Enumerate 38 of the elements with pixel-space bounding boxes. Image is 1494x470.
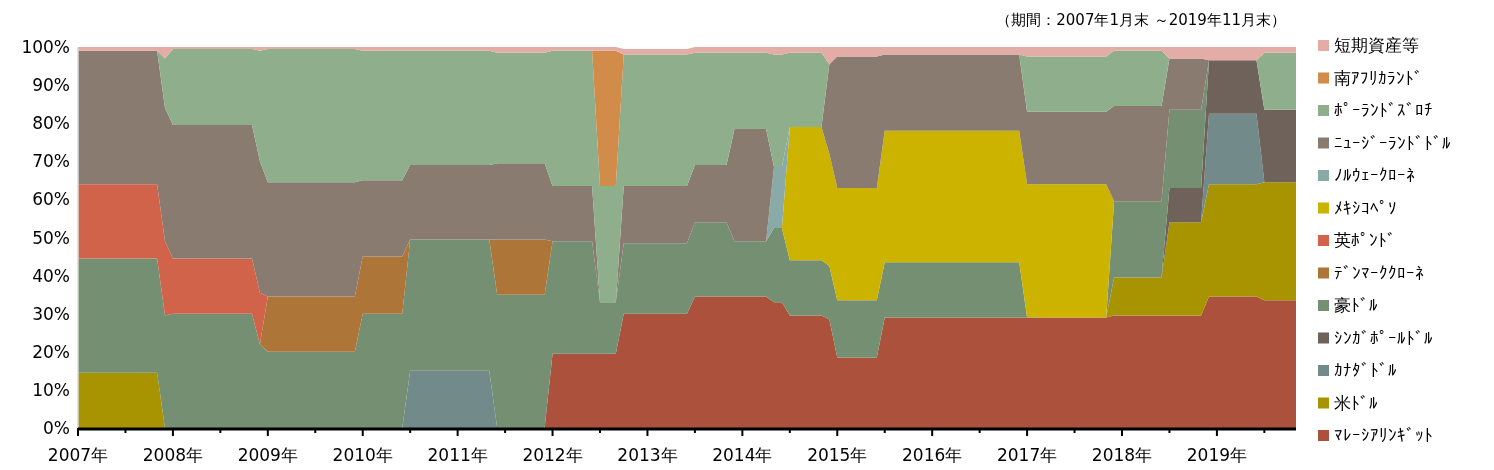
x-tick-label: 2015年 — [807, 445, 868, 465]
legend-label: ﾎﾟｰﾗﾝﾄﾞｽﾞﾛﾁ — [1334, 100, 1433, 120]
x-tick-label: 2019年 — [1186, 445, 1248, 465]
legend-label: 米ﾄﾞﾙ — [1334, 392, 1378, 413]
y-tick-label: 100% — [21, 37, 70, 57]
legend-label: ﾏﾚｰｼｱﾘﾝｷﾞｯﾄ — [1334, 425, 1433, 445]
legend-label: ｶﾅﾀﾞﾄﾞﾙ — [1334, 360, 1397, 380]
x-tick-label: 2010年 — [332, 445, 393, 465]
x-tick-label: 2013年 — [617, 445, 678, 465]
x-tick-label: 2018年 — [1091, 445, 1153, 465]
x-tick-label: 2016年 — [902, 445, 963, 465]
x-tick-label: 2017年 — [996, 445, 1058, 465]
y-tick-label: 0% — [43, 418, 70, 438]
x-tick-label: 2014年 — [712, 445, 773, 465]
y-tick-label: 30% — [32, 303, 70, 324]
legend-label: ﾆｭｰｼﾞｰﾗﾝﾄﾞﾄﾞﾙ — [1334, 132, 1451, 153]
legend-label: 南ｱﾌﾘｶﾗﾝﾄﾞ — [1334, 67, 1423, 88]
text: （期間：2007年1月末 ～2019年11月末） — [996, 11, 1286, 29]
legend-label: ﾉﾙｳｪｰｸﾛｰﾈ — [1334, 165, 1415, 185]
legend-label: ﾃﾞﾝﾏｰｸｸﾛｰﾈ — [1334, 262, 1424, 283]
legend-label: 英ﾎﾟﾝﾄﾞ — [1334, 230, 1396, 250]
x-tick-label: 2007年 — [47, 445, 109, 465]
y-tick-label: 70% — [32, 151, 70, 172]
x-tick-label: 2008年 — [142, 445, 204, 465]
legend-label: 短期資産等 — [1334, 35, 1419, 55]
y-tick-label: 60% — [32, 189, 70, 210]
y-tick-label: 40% — [32, 265, 70, 286]
legend-label: ﾒｷｼｺﾍﾟｿ — [1334, 197, 1397, 218]
y-tick-label: 80% — [32, 113, 70, 134]
y-tick-label: 20% — [32, 341, 70, 362]
y-tick-label: 50% — [32, 227, 70, 248]
legend-label: 豪ﾄﾞﾙ — [1334, 295, 1378, 315]
x-tick-label: 2009年 — [237, 445, 298, 465]
x-tick-label: 2011年 — [427, 445, 488, 465]
legend-label: ｼﾝｶﾞﾎﾟｰﾙﾄﾞﾙ — [1334, 327, 1433, 348]
x-tick-label: 2012年 — [522, 445, 583, 465]
y-tick-label: 90% — [32, 75, 70, 96]
y-tick-label: 10% — [32, 379, 70, 400]
